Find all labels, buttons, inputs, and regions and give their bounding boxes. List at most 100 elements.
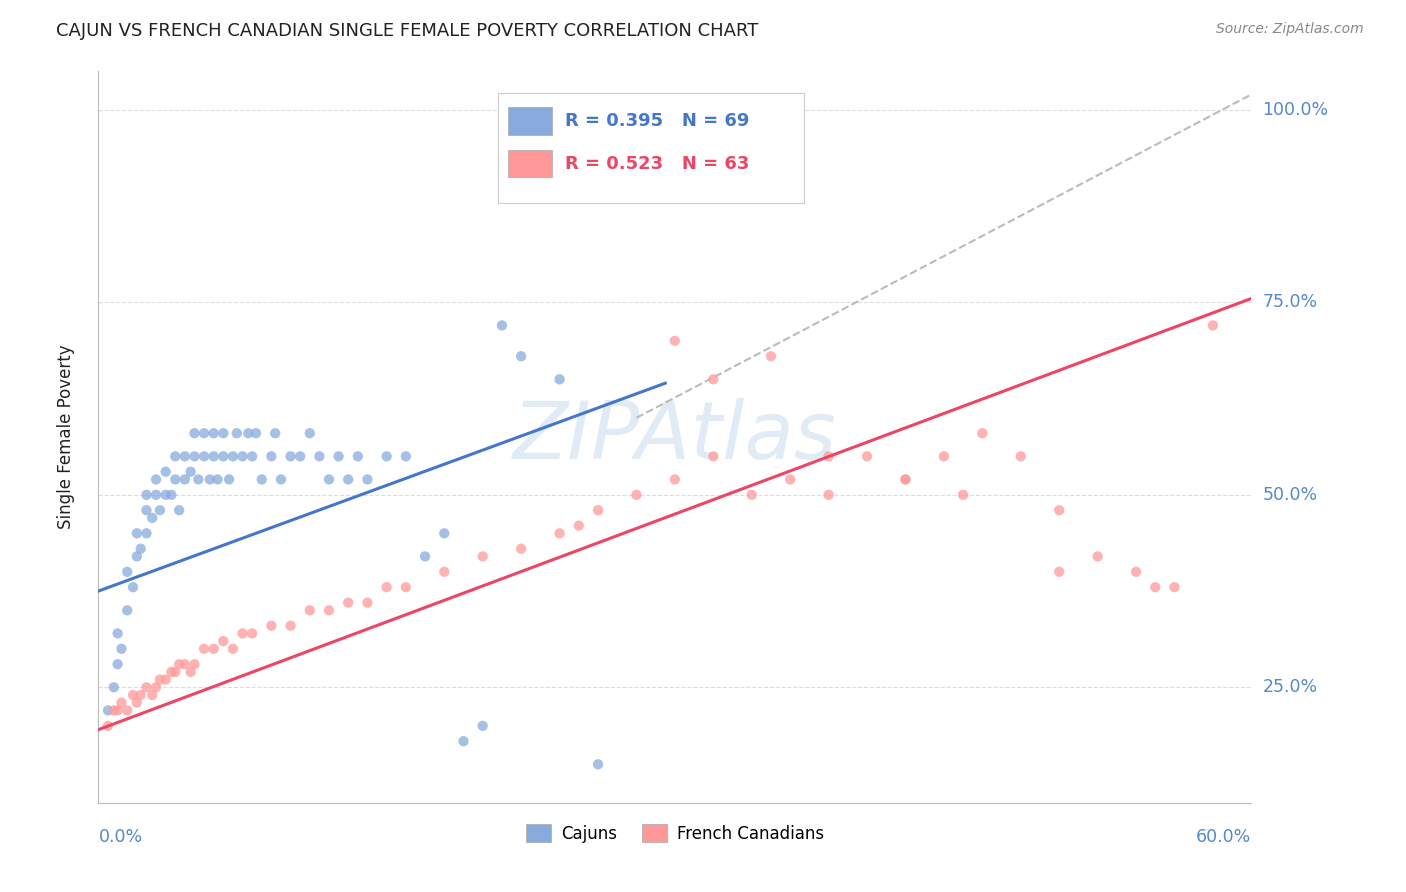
Point: [264, 426, 287, 441]
Point: [240, 450, 263, 464]
Point: [1125, 565, 1147, 579]
Point: [198, 472, 221, 486]
Point: [238, 426, 260, 441]
Bar: [508, 107, 551, 135]
Point: [375, 450, 398, 464]
Point: [167, 657, 190, 672]
Point: [510, 349, 533, 363]
Point: [103, 681, 125, 695]
Point: [174, 657, 197, 672]
Point: [433, 565, 456, 579]
Point: [207, 472, 229, 486]
Text: R = 0.395   N = 69: R = 0.395 N = 69: [565, 112, 749, 130]
Point: [117, 565, 139, 579]
Point: [453, 734, 475, 748]
Point: [107, 657, 129, 672]
Text: ZIPAtlas: ZIPAtlas: [513, 398, 837, 476]
Point: [1010, 450, 1032, 464]
Point: [280, 450, 302, 464]
Point: [212, 450, 235, 464]
Point: [626, 141, 648, 155]
Point: [318, 603, 340, 617]
Point: [260, 618, 283, 632]
Point: [165, 450, 187, 464]
Text: 60.0%: 60.0%: [1197, 828, 1251, 846]
Text: 50.0%: 50.0%: [1263, 486, 1317, 504]
Point: [193, 426, 215, 441]
Point: [149, 673, 172, 687]
Point: [122, 580, 145, 594]
Point: [298, 426, 321, 441]
Point: [155, 465, 177, 479]
Point: [471, 719, 494, 733]
Point: [160, 488, 183, 502]
Point: [183, 426, 205, 441]
Point: [308, 450, 330, 464]
Point: [155, 488, 177, 502]
Point: [280, 618, 302, 632]
Point: [145, 681, 167, 695]
Point: [260, 450, 283, 464]
Point: [413, 549, 436, 564]
Point: [155, 673, 177, 687]
Point: [222, 450, 245, 464]
Point: [165, 472, 187, 486]
Point: [141, 688, 163, 702]
Point: [231, 626, 254, 640]
Point: [298, 603, 321, 617]
Point: [548, 372, 571, 386]
Point: [110, 641, 132, 656]
Point: [212, 634, 235, 648]
Text: CAJUN VS FRENCH CANADIAN SINGLE FEMALE POVERTY CORRELATION CHART: CAJUN VS FRENCH CANADIAN SINGLE FEMALE P…: [56, 22, 759, 40]
Point: [759, 349, 782, 363]
Legend: Cajuns, French Canadians: Cajuns, French Canadians: [519, 818, 831, 849]
Text: R = 0.523   N = 63: R = 0.523 N = 63: [565, 154, 749, 172]
Point: [180, 665, 202, 679]
Point: [165, 665, 187, 679]
Point: [122, 688, 145, 702]
Point: [125, 549, 148, 564]
Point: [174, 472, 197, 486]
Point: [180, 465, 202, 479]
Point: [231, 450, 254, 464]
Point: [129, 688, 152, 702]
Point: [586, 503, 609, 517]
Point: [664, 472, 686, 486]
Point: [103, 703, 125, 717]
Point: [356, 596, 378, 610]
Point: [125, 696, 148, 710]
Y-axis label: Single Female Poverty: Single Female Poverty: [56, 345, 75, 529]
Point: [894, 472, 917, 486]
Point: [356, 472, 378, 486]
Point: [245, 426, 267, 441]
Text: 100.0%: 100.0%: [1263, 101, 1329, 119]
Point: [160, 665, 183, 679]
Point: [174, 450, 197, 464]
Point: [183, 657, 205, 672]
Point: [1087, 549, 1109, 564]
Text: 0.0%: 0.0%: [98, 828, 142, 846]
Point: [586, 757, 609, 772]
Point: [145, 488, 167, 502]
Point: [817, 450, 839, 464]
Point: [510, 541, 533, 556]
Point: [193, 450, 215, 464]
Point: [202, 641, 225, 656]
Point: [167, 503, 190, 517]
Point: [149, 503, 172, 517]
Point: [135, 526, 157, 541]
Point: [318, 472, 340, 486]
Point: [135, 488, 157, 502]
Text: Source: ZipAtlas.com: Source: ZipAtlas.com: [1216, 22, 1364, 37]
Point: [97, 719, 120, 733]
Point: [347, 450, 370, 464]
Point: [250, 472, 273, 486]
Point: [702, 372, 724, 386]
Point: [328, 450, 350, 464]
Point: [117, 603, 139, 617]
Point: [222, 641, 245, 656]
Point: [202, 426, 225, 441]
Point: [110, 696, 132, 710]
Point: [932, 450, 955, 464]
Point: [664, 334, 686, 348]
